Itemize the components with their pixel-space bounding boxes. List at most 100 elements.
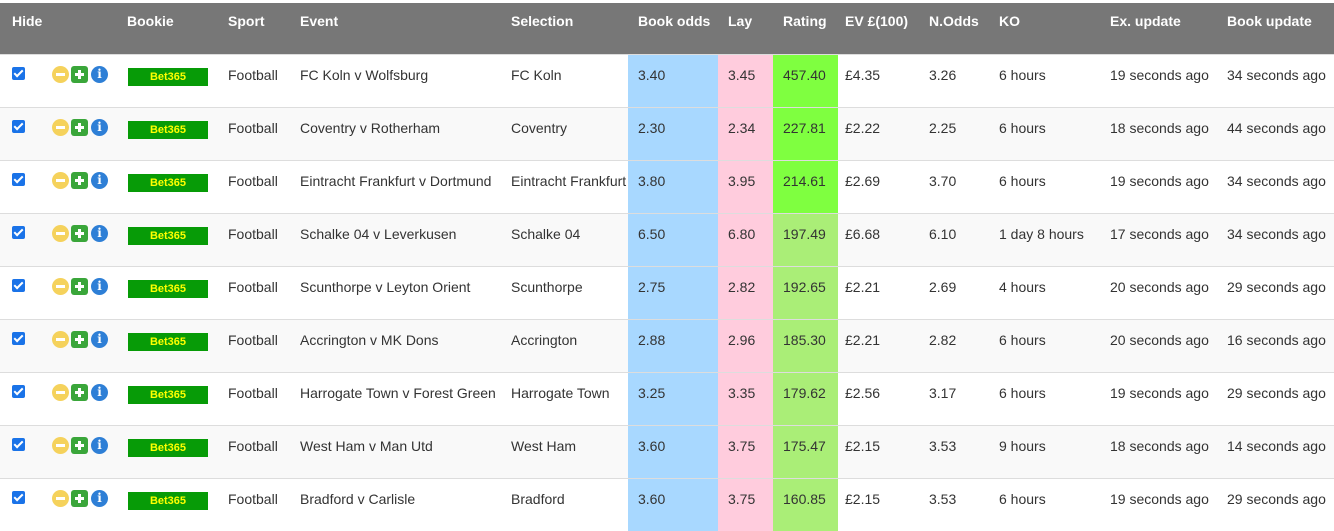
bookie-badge[interactable]: Bet365 bbox=[128, 385, 208, 404]
bookie-badge[interactable]: Bet365 bbox=[128, 173, 208, 192]
ko-cell: 4 hours bbox=[999, 278, 1046, 295]
rating-cell: 227.81 bbox=[773, 107, 838, 160]
selection-cell: Accrington bbox=[511, 331, 578, 348]
rating-cell: 179.62 bbox=[773, 372, 838, 425]
table-row: i Bet365 Football Eintracht Frankfurt v … bbox=[0, 160, 1334, 213]
plus-icon[interactable] bbox=[71, 436, 88, 454]
event-cell: West Ham v Man Utd bbox=[300, 437, 433, 454]
hide-checkbox[interactable] bbox=[12, 331, 25, 345]
book-update-cell: 34 seconds ago bbox=[1227, 66, 1326, 83]
header-event[interactable]: Event bbox=[300, 13, 339, 29]
hide-checkbox[interactable] bbox=[12, 66, 25, 80]
header-book-update[interactable]: Book update bbox=[1227, 13, 1312, 29]
lay-cell: 3.35 bbox=[718, 372, 773, 425]
selection-cell: Coventry bbox=[511, 119, 568, 136]
sport-cell: Football bbox=[228, 225, 278, 242]
event-cell: Schalke 04 v Leverkusen bbox=[300, 225, 457, 242]
event-cell: FC Koln v Wolfsburg bbox=[300, 66, 429, 83]
info-icon[interactable]: i bbox=[91, 65, 108, 83]
plus-icon[interactable] bbox=[71, 277, 88, 295]
minus-icon[interactable] bbox=[52, 65, 69, 83]
ex-update-cell: 19 seconds ago bbox=[1110, 172, 1209, 189]
header-ko[interactable]: KO bbox=[999, 13, 1020, 29]
plus-icon[interactable] bbox=[71, 383, 88, 401]
hide-checkbox[interactable] bbox=[12, 225, 25, 239]
header-bookie[interactable]: Bookie bbox=[127, 13, 174, 29]
minus-icon[interactable] bbox=[52, 489, 69, 507]
rating-cell: 457.40 bbox=[773, 54, 838, 107]
bookie-cell: Bet365 bbox=[120, 266, 221, 319]
hide-checkbox[interactable] bbox=[12, 119, 25, 133]
actions-cell: i bbox=[52, 319, 120, 372]
minus-icon[interactable] bbox=[52, 277, 69, 295]
header-sport[interactable]: Sport bbox=[228, 13, 265, 29]
header-hide[interactable]: Hide bbox=[12, 13, 43, 29]
ev-cell: £2.15 bbox=[845, 437, 881, 454]
minus-icon[interactable] bbox=[52, 436, 69, 454]
hide-cell bbox=[0, 54, 52, 107]
info-icon[interactable]: i bbox=[91, 224, 108, 242]
bookie-badge[interactable]: Bet365 bbox=[128, 332, 208, 351]
bookie-badge[interactable]: Bet365 bbox=[128, 120, 208, 139]
info-icon[interactable]: i bbox=[91, 171, 108, 189]
bookie-cell: Bet365 bbox=[120, 319, 221, 372]
table-header: Hide Bookie Sport Event Selection Book o… bbox=[0, 3, 1334, 54]
event-cell: Scunthorpe v Leyton Orient bbox=[300, 278, 471, 295]
hide-checkbox[interactable] bbox=[12, 384, 25, 398]
info-icon[interactable]: i bbox=[91, 436, 108, 454]
bookie-cell: Bet365 bbox=[120, 372, 221, 425]
bookie-cell: Bet365 bbox=[120, 425, 221, 478]
info-icon[interactable]: i bbox=[91, 330, 108, 348]
header-ev[interactable]: EV £(100) bbox=[845, 13, 909, 29]
table-row: i Bet365 Football Schalke 04 v Leverkuse… bbox=[0, 213, 1334, 266]
hide-cell bbox=[0, 107, 52, 160]
plus-icon[interactable] bbox=[71, 65, 88, 83]
info-icon[interactable]: i bbox=[91, 277, 108, 295]
actions-cell: i bbox=[52, 213, 120, 266]
hide-checkbox[interactable] bbox=[12, 490, 25, 504]
plus-icon[interactable] bbox=[71, 118, 88, 136]
minus-icon[interactable] bbox=[52, 224, 69, 242]
bookie-cell: Bet365 bbox=[120, 160, 221, 213]
header-book-odds[interactable]: Book odds bbox=[638, 13, 711, 29]
info-icon[interactable]: i bbox=[91, 118, 108, 136]
minus-icon[interactable] bbox=[52, 118, 69, 136]
hide-checkbox[interactable] bbox=[12, 437, 25, 451]
plus-icon[interactable] bbox=[71, 224, 88, 242]
hide-cell bbox=[0, 372, 52, 425]
hide-checkbox[interactable] bbox=[12, 172, 25, 186]
ex-update-cell: 19 seconds ago bbox=[1110, 66, 1209, 83]
bookie-badge[interactable]: Bet365 bbox=[128, 491, 208, 510]
bookie-badge[interactable]: Bet365 bbox=[128, 226, 208, 245]
bookie-cell: Bet365 bbox=[120, 107, 221, 160]
lay-cell: 2.96 bbox=[718, 319, 773, 372]
lay-cell: 3.45 bbox=[718, 54, 773, 107]
table-row: i Bet365 Football Harrogate Town v Fores… bbox=[0, 372, 1334, 425]
sport-cell: Football bbox=[228, 172, 278, 189]
ko-cell: 6 hours bbox=[999, 331, 1046, 348]
bookie-badge[interactable]: Bet365 bbox=[128, 438, 208, 457]
header-n-odds[interactable]: N.Odds bbox=[929, 13, 979, 29]
header-rating[interactable]: Rating bbox=[783, 13, 827, 29]
header-selection[interactable]: Selection bbox=[511, 13, 574, 29]
bookie-badge[interactable]: Bet365 bbox=[128, 67, 208, 86]
plus-icon[interactable] bbox=[71, 171, 88, 189]
table-row: i Bet365 Football Accrington v MK Dons A… bbox=[0, 319, 1334, 372]
minus-icon[interactable] bbox=[52, 171, 69, 189]
sport-cell: Football bbox=[228, 384, 278, 401]
header-ex-update[interactable]: Ex. update bbox=[1110, 13, 1181, 29]
bookie-cell: Bet365 bbox=[120, 478, 221, 531]
ko-cell: 6 hours bbox=[999, 490, 1046, 507]
minus-icon[interactable] bbox=[52, 383, 69, 401]
info-icon[interactable]: i bbox=[91, 383, 108, 401]
ko-cell: 1 day 8 hours bbox=[999, 225, 1084, 242]
header-lay[interactable]: Lay bbox=[728, 13, 753, 29]
minus-icon[interactable] bbox=[52, 330, 69, 348]
plus-icon[interactable] bbox=[71, 489, 88, 507]
plus-icon[interactable] bbox=[71, 330, 88, 348]
info-icon[interactable]: i bbox=[91, 489, 108, 507]
bookie-badge[interactable]: Bet365 bbox=[128, 279, 208, 298]
book-update-cell: 44 seconds ago bbox=[1227, 119, 1326, 136]
hide-checkbox[interactable] bbox=[12, 278, 25, 292]
sport-cell: Football bbox=[228, 490, 278, 507]
